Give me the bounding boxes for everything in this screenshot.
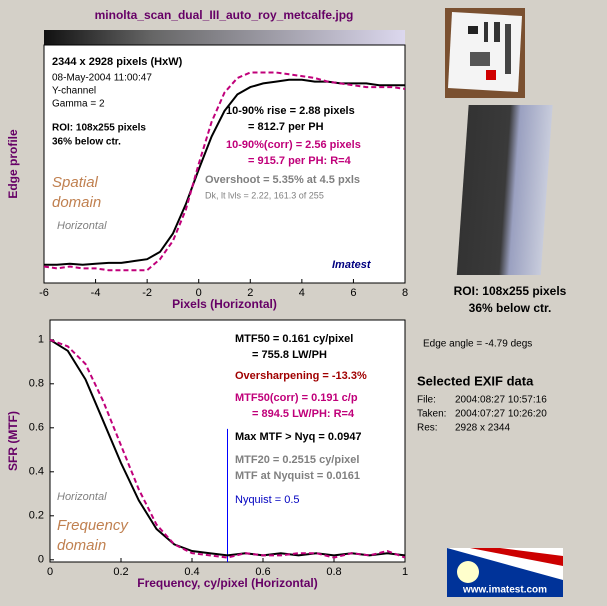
x-tick-label: 2 <box>247 287 253 299</box>
exif-label: Res: <box>417 423 438 434</box>
annotation: Y-channel <box>52 86 96 97</box>
annotation: Oversharpening = -13.3% <box>235 370 367 382</box>
annotation: Gamma = 2 <box>52 99 105 110</box>
exif-value: 2928 x 2344 <box>455 423 510 434</box>
annotation: MTF20 = 0.2515 cy/pixel <box>235 454 359 466</box>
x-axis-label: Pixels (Horizontal) <box>172 297 277 311</box>
annotation: = 894.5 LW/PH: R=4 <box>252 408 355 420</box>
annotation: = 915.7 per PH: R=4 <box>248 155 352 167</box>
x-tick-label: 0 <box>196 287 202 299</box>
annotation: Horizontal <box>57 491 107 503</box>
annotation: Frequency <box>57 517 129 534</box>
x-tick-label: 0.4 <box>184 566 199 578</box>
y-axis-label: Edge profile <box>6 129 20 199</box>
roi-label: 36% below ctr. <box>469 301 552 315</box>
annotation: 08-May-2004 11:00:47 <box>52 73 152 84</box>
annotation: Spatial <box>52 174 99 191</box>
annotation: Dk, lt lvls = 2.22, 161.3 of 255 <box>205 190 324 200</box>
x-tick-label: 6 <box>350 287 356 299</box>
series-line <box>49 338 406 557</box>
logo: www.imatest.com <box>447 548 563 597</box>
annotation: MTF50 = 0.161 cy/pixel <box>235 333 353 345</box>
x-tick-label: 0.6 <box>255 566 270 578</box>
annotation: domain <box>57 537 106 554</box>
y-tick-label: 0.8 <box>29 378 44 390</box>
annotation: 10-90%(corr) = 2.56 pixels <box>226 139 361 151</box>
thumbnail <box>445 8 525 98</box>
annotation: 10-90% rise = 2.88 pixels <box>226 105 355 117</box>
gray-strip <box>44 30 405 45</box>
x-tick-label: 1 <box>402 566 408 578</box>
annotation: MTF at Nyquist = 0.0161 <box>235 470 360 482</box>
series-line <box>44 78 405 266</box>
annotation: ROI: 108x255 pixels <box>52 123 146 134</box>
y-tick-label: 0 <box>38 554 44 566</box>
x-tick-label: -4 <box>91 287 101 299</box>
x-tick-label: 4 <box>299 287 305 299</box>
roi-image <box>456 105 553 275</box>
exif-title: Selected EXIF data <box>417 373 534 388</box>
y-tick-label: 1 <box>38 334 44 346</box>
annotation: Nyquist = 0.5 <box>235 494 300 506</box>
y-tick-label: 0.6 <box>29 422 44 434</box>
edge-angle: Edge angle = -4.79 degs <box>423 339 532 350</box>
y-tick-label: 0.2 <box>29 510 44 522</box>
annotation: Overshoot = 5.35% at 4.5 pxls <box>205 174 360 186</box>
y-axis-label: SFR (MTF) <box>6 411 20 471</box>
title: minolta_scan_dual_III_auto_roy_metcalfe.… <box>95 8 354 22</box>
exif-label: File: <box>417 395 436 406</box>
x-tick-label: 0.8 <box>326 566 341 578</box>
x-tick-label: -2 <box>142 287 152 299</box>
exif-value: 2004:08:27 10:57:16 <box>455 395 547 406</box>
annotation: domain <box>52 194 101 211</box>
x-tick-label: -6 <box>39 287 49 299</box>
x-tick-label: 8 <box>402 287 408 299</box>
annotation: MTF50(corr) = 0.191 c/p <box>235 392 358 404</box>
annotation: Max MTF > Nyq = 0.0947 <box>235 431 362 443</box>
x-tick-label: 0.2 <box>113 566 128 578</box>
annotation: Horizontal <box>57 220 107 232</box>
annotation: = 755.8 LW/PH <box>252 349 327 361</box>
roi-label: ROI: 108x255 pixels <box>454 284 567 298</box>
exif-label: Taken: <box>417 409 446 420</box>
annotation: = 812.7 per PH <box>248 121 324 133</box>
annotation: 2344 x 2928 pixels (HxW) <box>52 56 183 68</box>
annotation: Imatest <box>332 259 372 271</box>
plot-area <box>43 44 406 284</box>
annotation: 36% below ctr. <box>52 137 121 148</box>
exif-value: 2004:07:27 10:26:20 <box>455 409 547 420</box>
url: www.imatest.com <box>462 585 547 596</box>
x-tick-label: 0 <box>47 566 53 578</box>
series-line <box>43 71 406 272</box>
y-tick-label: 0.4 <box>29 466 44 478</box>
x-axis-label: Frequency, cy/pixel (Horizontal) <box>137 576 317 590</box>
